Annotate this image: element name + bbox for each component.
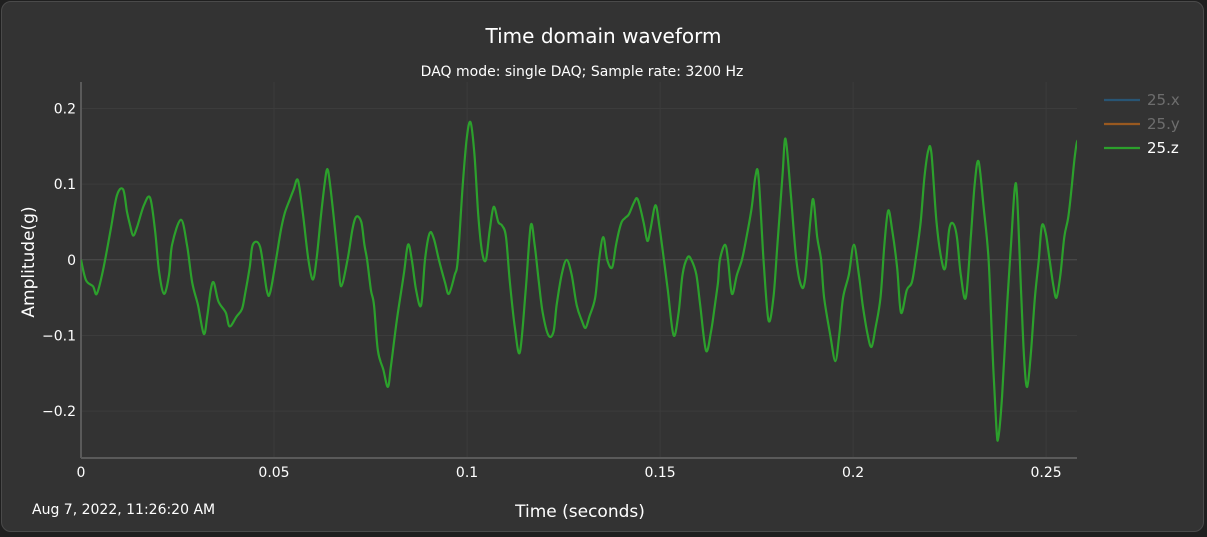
y-tick-label: 0.2: [54, 101, 76, 117]
x-tick-label: 0.2: [842, 465, 864, 481]
legend-label: 25.z: [1147, 139, 1179, 157]
y-tick-label: −0.1: [42, 328, 76, 344]
x-tick-labels: 0 0.05 0.1 0.15 0.2 0.25: [77, 465, 1062, 481]
series-line-25-z[interactable]: [81, 120, 1087, 442]
y-tick-label: 0: [67, 253, 76, 269]
x-tick-label: 0.25: [1031, 465, 1062, 481]
chart-subtitle: DAQ mode: single DAQ; Sample rate: 3200 …: [420, 64, 744, 80]
x-tick-label: 0.05: [258, 465, 289, 481]
y-tick-label: −0.2: [42, 404, 76, 420]
legend-label: 25.x: [1147, 91, 1180, 109]
y-tick-label: 0.1: [54, 177, 76, 193]
legend-item-25-y[interactable]: 25.y: [1104, 115, 1180, 133]
y-axis-label: Amplitude(g): [19, 206, 39, 317]
x-axis-label: Time (seconds): [514, 502, 645, 522]
legend[interactable]: 25.x 25.y 25.z: [1104, 91, 1180, 157]
legend-item-25-z[interactable]: 25.z: [1104, 139, 1179, 157]
chart-title: Time domain waveform: [485, 24, 722, 48]
legend-label: 25.y: [1147, 115, 1180, 133]
legend-item-25-x[interactable]: 25.x: [1104, 91, 1180, 109]
x-tick-label: 0.15: [644, 465, 675, 481]
x-tick-label: 0: [77, 465, 86, 481]
axes: [80, 82, 1077, 459]
grid-lines: [81, 82, 1077, 458]
y-tick-labels: 0.2 0.1 0 −0.1 −0.2: [42, 101, 76, 420]
plot-area[interactable]: [81, 120, 1087, 442]
x-tick-label: 0.1: [456, 465, 478, 481]
timestamp: Aug 7, 2022, 11:26:20 AM: [32, 502, 216, 518]
